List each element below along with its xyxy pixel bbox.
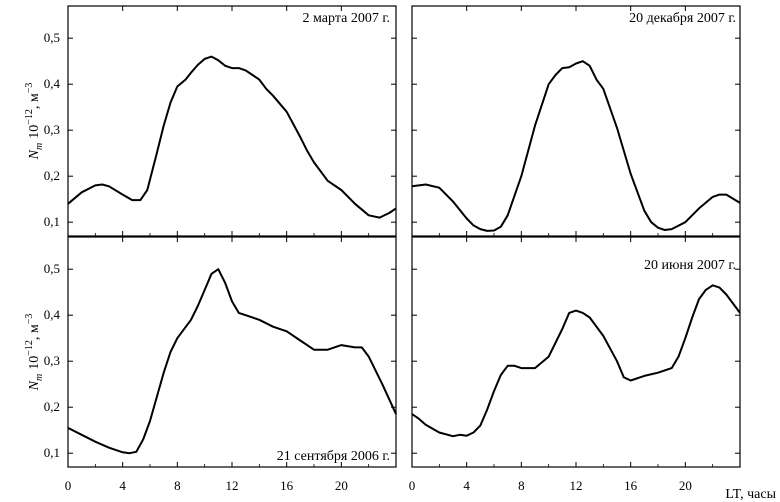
series-line-top-left	[67, 55, 397, 219]
panel-title-bottom-left: 21 сентября 2006 г.	[277, 449, 390, 464]
x-tick-label-bottom-right: 8	[518, 478, 525, 493]
series-line-top-right	[411, 60, 741, 232]
series-line-bottom-right	[411, 284, 741, 438]
x-tick-label-bottom-left: 0	[65, 478, 72, 493]
x-tick-label-bottom-right: 4	[463, 478, 470, 493]
y-tick-label-bottom-left: 0,5	[44, 261, 60, 276]
x-tick-label-bottom-right: 12	[570, 478, 583, 493]
x-tick-label-bottom-left: 20	[335, 478, 348, 493]
series-line-bottom-left	[67, 268, 397, 455]
x-tick-label-bottom-right: 16	[624, 478, 638, 493]
x-tick-label-bottom-left: 8	[174, 478, 181, 493]
y-axis-label-bottom: Nm10−12, м−3	[24, 314, 45, 392]
x-tick-label-bottom-right: 20	[679, 478, 692, 493]
y-tick-label-top-left: 0,1	[44, 214, 60, 229]
x-axis-label: LT, часы	[725, 487, 776, 502]
x-tick-label-bottom-left: 16	[280, 478, 294, 493]
panel-title-top-right: 20 декабря 2007 г.	[629, 11, 736, 26]
panel-frame-top-left	[67, 5, 397, 237]
panel-frame-bottom-left	[67, 236, 397, 468]
y-tick-label-top-left: 0,3	[44, 122, 60, 137]
x-tick-label-bottom-left: 4	[119, 478, 126, 493]
panel-title-bottom-right: 20 июня 2007 г.	[644, 258, 736, 273]
y-tick-label-bottom-left: 0,2	[44, 399, 60, 414]
panel-frame-top-right	[411, 5, 741, 237]
panel-title-top-left: 2 марта 2007 г.	[303, 11, 390, 26]
svg-text:Nm10−12, м−3: Nm10−12, м−3	[24, 83, 45, 161]
y-tick-label-bottom-left: 0,1	[44, 445, 60, 460]
y-tick-label-top-left: 0,2	[44, 168, 60, 183]
y-tick-label-bottom-left: 0,4	[44, 307, 61, 322]
y-tick-label-bottom-left: 0,3	[44, 353, 60, 368]
x-tick-label-bottom-right: 0	[409, 478, 416, 493]
x-tick-label-bottom-left: 12	[226, 478, 239, 493]
y-tick-label-top-left: 0,4	[44, 76, 61, 91]
y-tick-label-top-left: 0,5	[44, 30, 60, 45]
svg-text:Nm10−12, м−3: Nm10−12, м−3	[24, 314, 45, 392]
y-axis-label-top: Nm10−12, м−3	[24, 83, 45, 161]
